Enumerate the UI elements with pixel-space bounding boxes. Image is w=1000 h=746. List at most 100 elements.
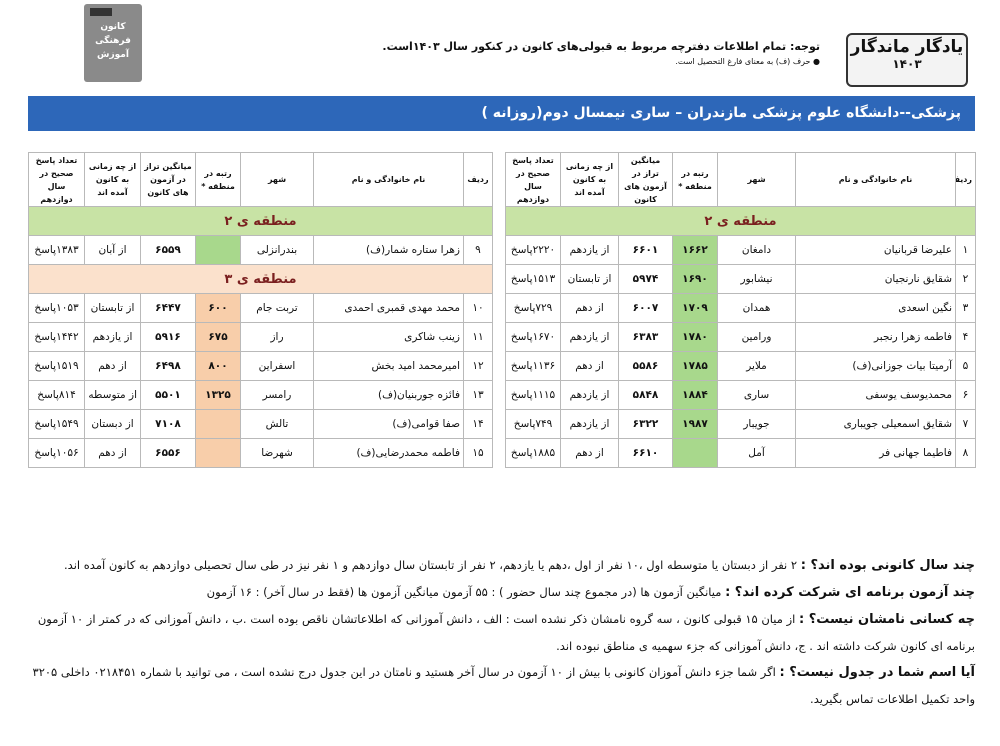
- row-number: ۱۳: [463, 380, 493, 410]
- join-time: از تابستان: [84, 293, 141, 323]
- brand-year: ۱۴۰۳: [892, 57, 922, 71]
- join-time: از دهم: [560, 293, 619, 323]
- data-row: ۱۴ صفا قوامی(ف) تالش ۷۱۰۸ از دبستان ۱۵۴۹پاسخ: [28, 409, 493, 439]
- note-answer: میانگین آزمون ها (در مجموع چند سال حضور …: [206, 585, 722, 599]
- notice-note: ● حرف (ف) به معنای فارغ التحصیل است.: [675, 57, 820, 66]
- note-question: چند سال کانونی بوده اند؟ :: [800, 558, 975, 573]
- city: راز: [240, 322, 314, 352]
- row-number: ۶: [955, 380, 976, 410]
- rank: ۱۶۶۲: [672, 235, 718, 265]
- note-question: چه کسانی نامشان نیست؟ :: [799, 612, 975, 627]
- answer-count: ۱۵۴۹پاسخ: [28, 409, 85, 439]
- student-name: امیرمحمد امید بخش: [313, 351, 464, 381]
- section-title: منطقه ی ۲: [505, 206, 976, 236]
- join-time: از یازدهم: [560, 409, 619, 439]
- column-header: رتبه در منطقه *: [195, 152, 241, 207]
- city: دامغان: [717, 235, 796, 265]
- row-number: ۱۱: [463, 322, 493, 352]
- data-row: ۳ نگین اسعدی همدان ۱۷۰۹ ۶۰۰۷ از دهم ۷۲۹پاسخ: [505, 293, 976, 323]
- row-number: ۳: [955, 293, 976, 323]
- average-score: ۶۵۵۶: [140, 438, 196, 468]
- answer-count: ۱۰۵۳پاسخ: [28, 293, 85, 323]
- data-row: ۷ شقایق اسمعیلی جویباری جویبار ۱۹۸۷ ۶۳۲۲ از ی…: [505, 409, 976, 439]
- note-line: آیا اسم شما در جدول نیست؟ : اگر شما جزء …: [28, 659, 975, 712]
- student-name: فائزه جوربنیان(ف): [313, 380, 464, 410]
- average-score: ۷۱۰۸: [140, 409, 196, 439]
- notice: توجه: تمام اطلاعات دفترچه مربوط به قبولی…: [382, 40, 820, 66]
- section-row: منطقه ی ۲: [28, 206, 493, 236]
- data-row: ۱۳ فائزه جوربنیان(ف) رامسر ۱۳۲۵ ۵۵۰۱ از متوسط…: [28, 380, 493, 410]
- note-line: چه کسانی نامشان نیست؟ : از میان ۱۵ قبولی…: [28, 606, 975, 659]
- rank: ۱۷۸۰: [672, 322, 718, 352]
- rank: ۱۶۹۰: [672, 264, 718, 294]
- data-row: ۵ آرمیتا بیات جوزانی(ف) ملایر ۱۷۸۵ ۵۵۸۶ از ده…: [505, 351, 976, 381]
- note-question: آیا اسم شما در جدول نیست؟ :: [779, 665, 975, 680]
- rank: ۸۰۰: [195, 351, 241, 381]
- rank: [672, 438, 718, 468]
- answer-count: ۱۶۷۰پاسخ: [505, 322, 561, 352]
- data-row: ۹ زهرا ستاره شمار(ف) بندرانزلی ۶۵۵۹ از آبان ۱…: [28, 235, 493, 265]
- rank: ۱۳۲۵: [195, 380, 241, 410]
- student-name: محمد مهدی قمبری احمدی: [313, 293, 464, 323]
- answer-count: ۱۵۱۹پاسخ: [28, 351, 85, 381]
- join-time: از آبان: [84, 235, 141, 265]
- answer-count: ۱۴۴۲پاسخ: [28, 322, 85, 352]
- rank: ۱۹۸۷: [672, 409, 718, 439]
- rank: ۱۷۰۹: [672, 293, 718, 323]
- average-score: ۵۸۴۸: [618, 380, 673, 410]
- city: رامسر: [240, 380, 314, 410]
- column-header: نام خانوادگی و نام: [313, 152, 464, 207]
- note-answer: از میان ۱۵ قبولی کانون ، سه گروه نامشان …: [37, 612, 975, 653]
- answer-count: ۱۳۸۳پاسخ: [28, 235, 85, 265]
- answer-count: ۱۱۳۶پاسخ: [505, 351, 561, 381]
- answer-count: ۸۱۴پاسخ: [28, 380, 85, 410]
- row-number: ۸: [955, 438, 976, 468]
- rank: ۶۰۰: [195, 293, 241, 323]
- row-number: ۲: [955, 264, 976, 294]
- column-header: میانگین تراز در آزمون های کانون: [140, 152, 196, 207]
- row-number: ۱۴: [463, 409, 493, 439]
- city: جویبار: [717, 409, 796, 439]
- data-row: ۸ فاطیما جهانی فر آمل ۶۶۱۰ از دهم ۱۸۸۵پاسخ: [505, 438, 976, 468]
- data-row: ۱۰ محمد مهدی قمبری احمدی تربت جام ۶۰۰ ۶۴۴۷ از…: [28, 293, 493, 323]
- notes: چند سال کانونی بوده اند؟ : ۲ نفر از دبست…: [28, 552, 975, 712]
- rank: ۱۸۸۴: [672, 380, 718, 410]
- row-number: ۱: [955, 235, 976, 265]
- note-question: چند آزمون برنامه ای شرکت کرده اند؟ :: [725, 585, 975, 600]
- column-header: شهر: [717, 152, 796, 207]
- student-name: نگین اسعدی: [795, 293, 956, 323]
- answer-count: ۷۴۹پاسخ: [505, 409, 561, 439]
- section-title: منطقه ی ۲: [28, 206, 493, 236]
- city: ساری: [717, 380, 796, 410]
- logo: کانون فرهنگی آموزش: [84, 4, 142, 82]
- student-name: شقایق نارنجیان: [795, 264, 956, 294]
- notice-text: توجه: تمام اطلاعات دفترچه مربوط به قبولی…: [382, 40, 820, 53]
- student-name: آرمیتا بیات جوزانی(ف): [795, 351, 956, 381]
- section-row: منطقه ی ۲: [505, 206, 976, 236]
- brand: یادگار ماندگار ۱۴۰۳: [846, 33, 968, 87]
- city: تالش: [240, 409, 314, 439]
- student-name: صفا قوامی(ف): [313, 409, 464, 439]
- section-title: منطقه ی ۳: [28, 264, 493, 294]
- column-header: تعداد پاسخ صحیح در سال دوازدهم: [28, 152, 85, 207]
- answer-count: ۷۲۹پاسخ: [505, 293, 561, 323]
- row-number: ۱۰: [463, 293, 493, 323]
- average-score: ۶۵۵۹: [140, 235, 196, 265]
- average-score: ۶۴۴۷: [140, 293, 196, 323]
- average-score: ۵۵۰۱: [140, 380, 196, 410]
- row-number: ۷: [955, 409, 976, 439]
- average-score: ۶۳۸۳: [618, 322, 673, 352]
- city: تربت جام: [240, 293, 314, 323]
- join-time: از تابستان: [560, 264, 619, 294]
- logo-line: آموزش: [97, 50, 129, 60]
- join-time: از دهم: [560, 438, 619, 468]
- note-answer: اگر شما جزء دانش آموزان کانونی با بیش از…: [32, 665, 975, 706]
- brand-title: یادگار ماندگار: [850, 37, 964, 57]
- average-score: ۶۴۹۸: [140, 351, 196, 381]
- join-time: از یازدهم: [560, 380, 619, 410]
- column-header: ردیف: [463, 152, 493, 207]
- student-name: شقایق اسمعیلی جویباری: [795, 409, 956, 439]
